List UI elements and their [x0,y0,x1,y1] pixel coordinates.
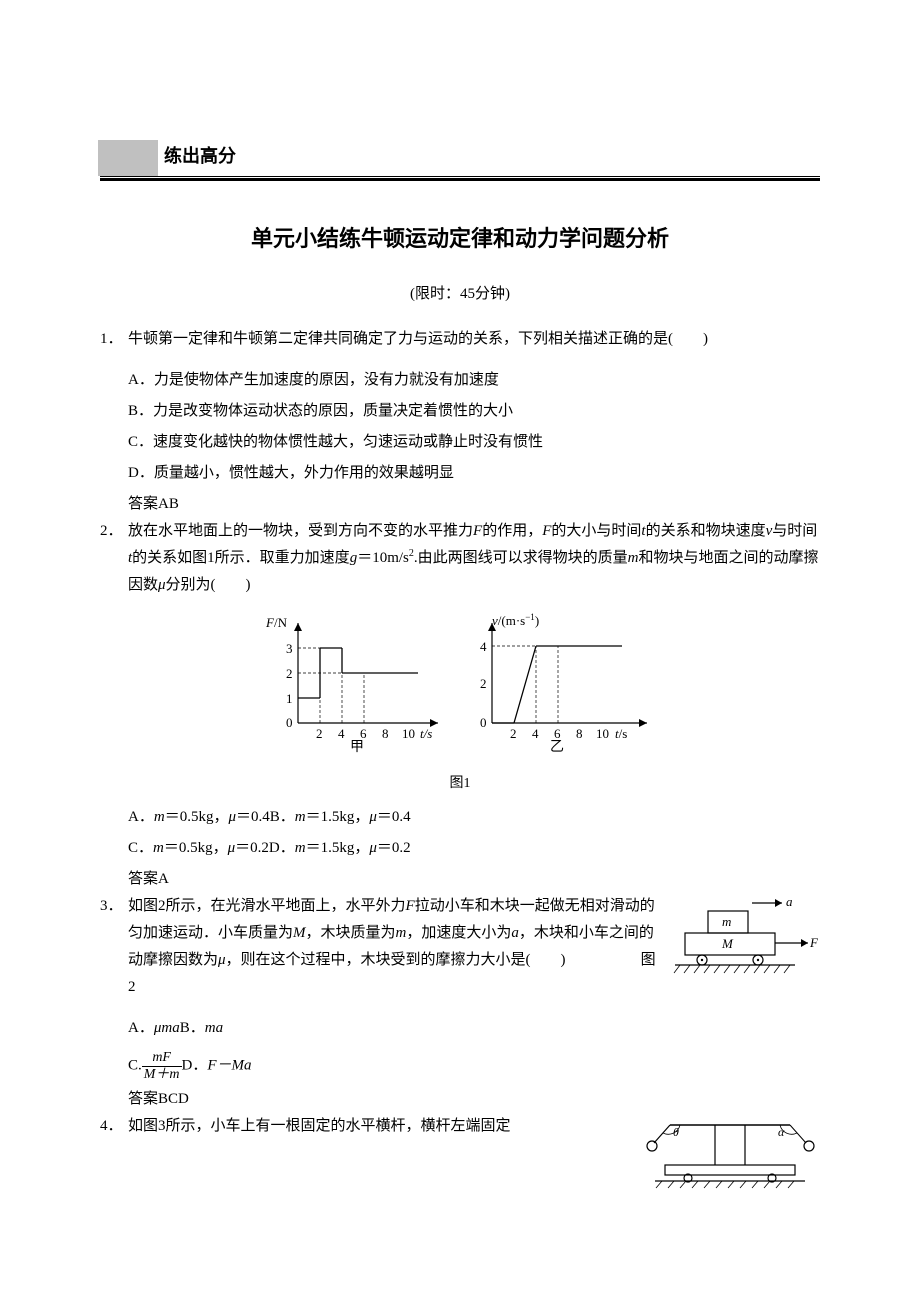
svg-text:3: 3 [286,641,293,656]
header-underline [100,176,820,181]
q2-optAB: A．m＝0.5kg，μ＝0.4B．m＝1.5kg，μ＝0.4 [128,804,820,831]
q3-optCD: C.mFM＋mD．F－Ma [128,1050,820,1082]
svg-text:10: 10 [402,726,415,741]
q2-options: A．m＝0.5kg，μ＝0.4B．m＝1.5kg，μ＝0.4 C．m＝0.5kg… [100,804,820,862]
q1-optC: C．速度变化越快的物体惯性越大，匀速运动或静止时没有惯性 [128,429,820,456]
svg-text:甲: 甲 [350,740,364,753]
q3-optAB: A．μmaB．ma [128,1015,820,1042]
q3-options: A．μmaB．ma C.mFM＋mD．F－Ma [100,1015,820,1082]
svg-text:F: F [809,935,819,950]
header-gray-block [98,140,158,176]
svg-text:8: 8 [382,726,389,741]
question-2: 2． 放在水平地面上的一物块，受到方向不变的水平推力F的作用，F的大小与时间t的… [100,518,820,599]
main-title: 单元小结练牛顿运动定律和动力学问题分析 [100,219,820,259]
svg-text:8: 8 [576,726,583,741]
q1-optB: B．力是改变物体运动状态的原因，质量决定着惯性的大小 [128,398,820,425]
svg-text:乙: 乙 [550,739,564,753]
q2-fig-caption: 图1 [100,771,820,796]
svg-text:0: 0 [286,715,293,730]
q1-optA: A．力是使物体产生加速度的原因，没有力就没有加速度 [128,367,820,394]
q2-chart-left: F/N 0 1 2 3 2 4 6 8 10 t/s [258,613,448,753]
svg-text:4: 4 [480,639,487,654]
q1-options: A．力是使物体产生加速度的原因，没有力就没有加速度 B．力是改变物体运动状态的原… [100,367,820,487]
svg-text:v/(m·s−1): v/(m·s−1) [492,613,539,628]
question-4: 4． [100,1113,820,1140]
question-3: 3． [100,893,820,1001]
svg-text:0: 0 [480,715,487,730]
q3-number: 3． [100,893,123,920]
svg-text:6: 6 [554,726,561,741]
svg-text:2: 2 [480,676,487,691]
q1-optD: D．质量越小，惯性越大，外力作用的效果越明显 [128,460,820,487]
q2-chart-right: v/(m·s−1) 0 2 4 2 4 6 8 10 t/s 乙 [452,613,662,753]
q3-figure: m M a F [670,893,820,993]
time-limit: (限时：45分钟) [100,281,820,308]
q3-text: 如图2所示，在光滑水平地面上，水平外力F拉动小车和木块一起做无相对滑动的匀加速运… [128,898,656,995]
q1-answer: 答案AB [100,491,820,518]
svg-text:6: 6 [360,726,367,741]
q1-text: 牛顿第一定律和牛顿第二定律共同确定了力与运动的关系，下列相关描述正确的是( ) [128,326,820,353]
svg-text:2: 2 [510,726,517,741]
svg-text:2: 2 [286,666,293,681]
svg-text:1: 1 [286,691,293,706]
q2-text: 放在水平地面上的一物块，受到方向不变的水平推力F的作用，F的大小与时间t的关系和… [128,523,819,593]
question-1: 1． 牛顿第一定律和牛顿第二定律共同确定了力与运动的关系，下列相关描述正确的是(… [100,326,820,353]
q1-number: 1． [100,326,123,353]
svg-text:t/s: t/s [615,726,627,741]
svg-text:10: 10 [596,726,609,741]
q2-answer: 答案A [100,866,820,893]
section-header: 练出高分 [100,140,820,181]
q2-optCD: C．m＝0.5kg，μ＝0.2D．m＝1.5kg，μ＝0.2 [128,835,820,862]
svg-text:M: M [721,936,734,951]
q2-number: 2． [100,518,123,545]
header-label: 练出高分 [158,140,244,176]
svg-text:4: 4 [532,726,539,741]
svg-text:m: m [722,914,731,929]
q2-figure-row: F/N 0 1 2 3 2 4 6 8 10 t/s [100,613,820,763]
q4-number: 4． [100,1113,123,1140]
q4-figure: θ α [640,1113,820,1203]
svg-text:4: 4 [338,726,345,741]
svg-text:2: 2 [316,726,323,741]
svg-text:t/s: t/s [420,726,432,741]
svg-text:α: α [778,1125,785,1139]
q3-answer: 答案BCD [100,1086,820,1113]
svg-text:F/N: F/N [265,615,288,630]
svg-text:a: a [786,894,793,909]
